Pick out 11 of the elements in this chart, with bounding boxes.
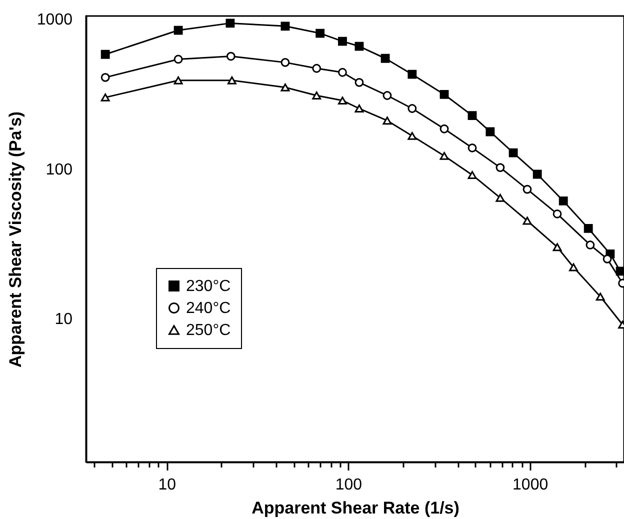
legend-label: 240°C: [186, 300, 231, 317]
x-axis-title: Apparent Shear Rate (1/s): [252, 498, 460, 518]
y-axis-title: Apparent Shear Viscosity (Pa's): [6, 112, 25, 368]
x-tick-label: 10: [158, 476, 176, 494]
legend-label: 230°C: [186, 278, 231, 295]
x-tick-label: 1000: [512, 476, 548, 494]
legend-label: 250°C: [186, 322, 231, 339]
y-tick-label: 1000: [36, 12, 73, 29]
y-tick-label: 100: [46, 161, 73, 178]
y-tick-label: 10: [54, 311, 73, 328]
x-tick-label: 100: [335, 476, 362, 494]
